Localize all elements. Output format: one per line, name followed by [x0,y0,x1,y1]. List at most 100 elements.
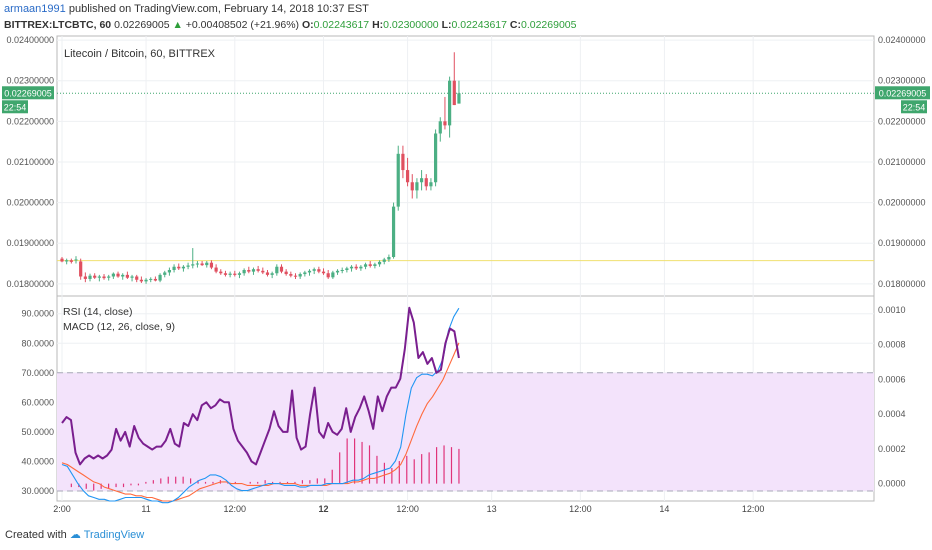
candle-body [191,264,195,266]
price-tick-left: 0.02300000 [6,76,54,86]
macd-signal-line [61,342,460,502]
price-tick-right: 0.01900000 [878,238,926,248]
tradingview-link[interactable]: TradingView [83,529,145,541]
macd-histogram [70,438,460,491]
candle-body [345,268,349,270]
candle-body [163,272,167,275]
change-value: +0.00408502 (+21.96%) [185,19,300,31]
price-tags: 0.02269005 22:54 0.02269005 22:54 [2,86,930,114]
price-tick-left: 0.02000000 [6,198,54,208]
price-tag-left: 0.02269005 [4,88,52,98]
last-price: 0.02269005 [114,19,170,31]
time-tick: 12 [319,504,329,514]
candle-body [144,279,148,282]
rsi-line [61,306,460,466]
candle-body [177,266,181,269]
macd-tick: 0.0000 [878,479,906,489]
candle-body [419,178,424,183]
price-pane[interactable] [56,35,875,297]
candle-body [93,275,97,278]
time-tick: 12:00 [396,504,419,514]
candle-body [205,262,209,266]
candle-body [284,271,288,275]
publish-line: armaan1991 published on TradingView.com,… [4,3,369,15]
price-tick-left: 0.01800000 [6,279,54,289]
candle-body [317,269,321,272]
tradingview-logo-icon: ☁ [69,529,81,541]
candle-body [270,273,274,275]
price-tick-right: 0.02100000 [878,157,926,167]
candle-body [377,261,382,265]
time-tick: 11 [141,504,150,514]
rsi-tick: 50.0000 [21,427,54,437]
candle-body [219,271,223,274]
candle-body [195,263,200,265]
published-text: published on TradingView.com, February 1… [68,3,369,15]
price-tag-right: 0.02269005 [879,88,927,98]
candle-body [121,274,125,277]
time-tick: 12:00 [224,504,247,514]
price-tick-left: 0.02100000 [6,157,54,167]
macd-legend: MACD (12, 26, close, 9) [63,321,175,333]
countdown-tag-right: 22:54 [903,102,926,112]
candle-body [256,269,260,271]
candle-body [79,261,83,277]
candle-body [167,270,172,273]
candle-body [401,153,405,171]
candle-body [102,276,106,279]
candle-body [354,266,358,269]
countdown-tag-right-bg [901,100,927,114]
candle-body [368,264,372,266]
rsi-tick: 40.0000 [21,456,54,466]
candle-body [69,260,73,262]
candle-body [289,274,293,276]
candle-body [331,272,335,278]
rsi-tick: 80.0000 [21,338,54,348]
close-label: C: [509,19,521,31]
candle-body [340,270,344,271]
open-label: O: [301,19,314,31]
symbol-name: BITTREX:LTCBTC, 60 [4,19,112,31]
time-tick: 14 [659,504,669,514]
candle-body [349,266,354,269]
author-link[interactable]: armaan1991 [4,3,66,15]
candle-body [457,93,461,104]
created-with-text: Created with [5,529,67,541]
rsi-band [57,372,874,492]
candle-body [200,263,204,266]
rsi-legend: RSI (14, close) [63,306,132,318]
candle-body [261,270,265,273]
time-tick: 12:00 [742,504,765,514]
candle-body [83,276,87,279]
candle-body [438,121,442,134]
candle-body [391,206,396,257]
close-value: 0.02269005 [520,19,577,31]
macd-tick: 0.0010 [878,305,906,315]
candle-body [251,269,256,272]
candle-body [405,170,410,183]
candle-body [373,264,377,266]
candle-body [74,259,78,261]
candle-body [298,274,302,277]
low-label: L: [441,19,452,31]
candle-body [149,278,153,280]
price-tick-right: 0.02300000 [878,76,926,86]
price-pane-title: Litecoin / Bitcoin, 60, BITTREX [64,48,216,60]
candle-body [429,182,433,187]
candle-body [443,121,447,126]
candle-body [247,270,251,272]
candle-body [158,274,162,281]
candle-body [303,272,307,275]
time-tick: 2:00 [53,504,71,514]
macd-tick: 0.0002 [878,444,906,454]
price-tick-right: 0.02400000 [878,35,926,45]
price-tick-left: 0.02400000 [6,35,54,45]
price-tick-right: 0.01800000 [878,279,926,289]
candle-body [135,276,139,280]
candle-body [321,271,326,274]
candle-body [88,275,92,279]
candle-body [410,182,414,191]
candle-body [60,258,64,262]
price-tag-left-bg [2,86,54,100]
